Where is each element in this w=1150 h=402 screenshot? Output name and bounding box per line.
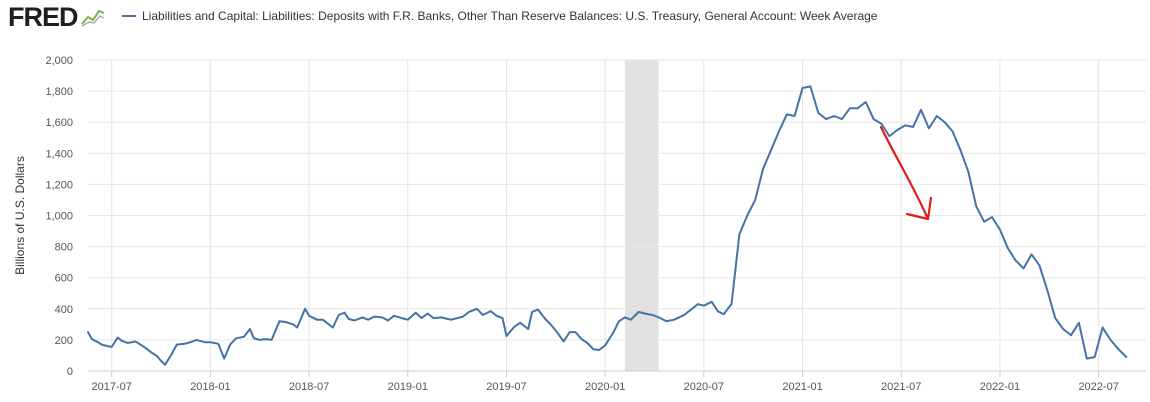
annotation-arrow	[879, 125, 930, 221]
data-series-line	[87, 85, 1128, 366]
annotation-arrowhead	[905, 196, 933, 221]
fred-logo-text: FRED	[8, 2, 78, 32]
x-tick-label: 2022-07	[1078, 381, 1118, 393]
x-tick-label: 2022-01	[980, 381, 1020, 393]
x-tick-label: 2019-01	[388, 381, 428, 393]
y-tick-label: 600	[55, 273, 73, 285]
line-chart-icon	[80, 7, 105, 27]
chart-header: FRED Liabilities and Capital: Liabilitie…	[0, 0, 1150, 36]
y-tick-label: 800	[55, 242, 73, 254]
y-tick-label: 2,000	[45, 55, 73, 67]
x-tick-label: 2020-07	[684, 381, 724, 393]
y-tick-label: 0	[67, 366, 73, 378]
x-tick-label: 2021-07	[881, 381, 921, 393]
legend-swatch	[122, 15, 136, 17]
y-tick-label: 1,200	[45, 179, 73, 191]
x-tick-label: 2020-01	[585, 381, 625, 393]
x-tick-label: 2021-01	[782, 381, 822, 393]
x-tick-label: 2017-07	[91, 381, 131, 393]
y-tick-label: 1,600	[45, 117, 73, 129]
y-tick-label: 1,800	[45, 86, 73, 98]
x-tick-label: 2018-07	[289, 381, 329, 393]
y-tick-label: 1,400	[45, 148, 73, 160]
y-tick-label: 200	[55, 335, 73, 347]
y-axis-title: Billions of U.S. Dollars	[13, 156, 27, 275]
fred-logo[interactable]: FRED	[8, 3, 105, 31]
legend-label: Liabilities and Capital: Liabilities: De…	[142, 9, 878, 23]
legend[interactable]: Liabilities and Capital: Liabilities: De…	[122, 9, 877, 23]
y-tick-label: 1,000	[45, 211, 73, 223]
x-tick-label: 2018-01	[190, 381, 230, 393]
x-tick-label: 2019-07	[486, 381, 526, 393]
y-tick-label: 400	[55, 304, 73, 316]
